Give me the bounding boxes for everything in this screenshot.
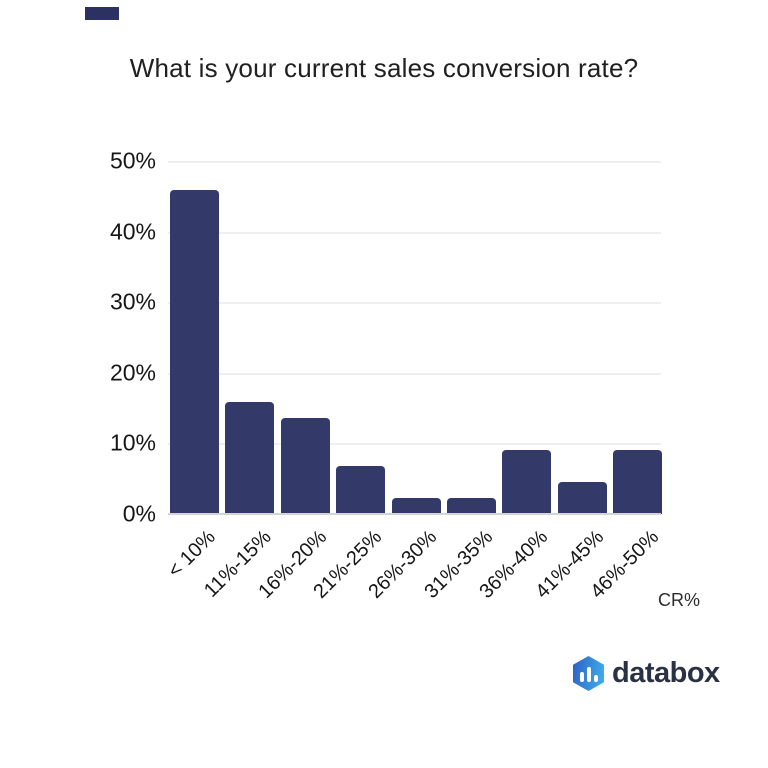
bar-36%-40% (502, 449, 552, 514)
gridline (168, 443, 661, 446)
x-axis-line (168, 513, 661, 515)
plot-area: 50% 40% 30% 20% 10% 0% < 10% 11%-15% 16%-20% 21%… (110, 148, 663, 603)
y-tick-label: 30% (109, 288, 156, 315)
bar-46%-50% (613, 449, 663, 514)
databox-logo: databox (573, 656, 720, 691)
y-tick-label: 20% (109, 359, 156, 386)
bar-21%-25% (336, 466, 386, 514)
databox-hexagon-bar-chart-icon (573, 656, 604, 691)
y-tick-label: 10% (109, 429, 156, 456)
y-tick-label: 40% (109, 218, 156, 245)
bar-16%-20% (280, 417, 330, 514)
y-tick-label: 0% (122, 500, 156, 527)
x-axis-title: CR% (658, 590, 701, 610)
y-tick-label: 50% (109, 147, 156, 174)
gridline (168, 231, 661, 234)
databox-wordmark: databox (612, 657, 720, 689)
logo-bar-icon (586, 667, 591, 682)
gridline (168, 302, 661, 305)
logo-bar-icon (593, 675, 598, 682)
corner-artifact-mark (85, 7, 119, 20)
bar-26%-30% (391, 497, 441, 514)
bar-< 10% (170, 189, 219, 514)
gridline (168, 161, 661, 163)
bar-41%-45% (557, 482, 607, 514)
gridline (168, 372, 661, 375)
chart-title: What is your current sales conversion ra… (129, 53, 639, 83)
bar-11%-15% (225, 401, 275, 514)
bar-31%-35% (447, 497, 496, 514)
logo-bar-icon (579, 672, 584, 682)
